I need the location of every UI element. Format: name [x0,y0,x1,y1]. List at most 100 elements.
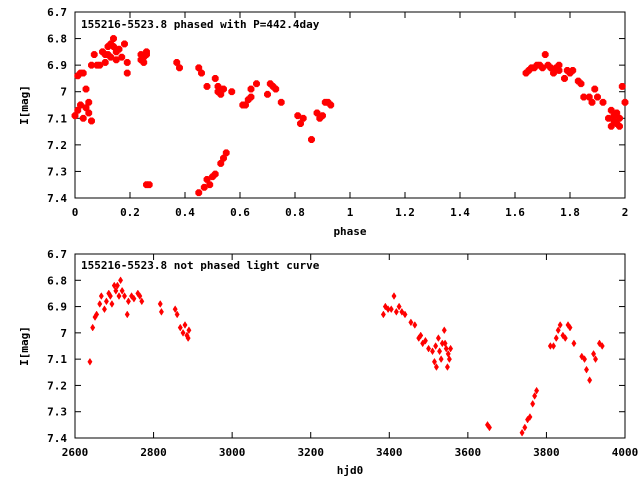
phased-data-point [79,114,87,122]
unphased-data-points [87,276,605,437]
unphased-data-point [448,344,454,353]
phased-data-point [121,40,128,48]
unphased-data-point [177,323,183,332]
unphased-plot-frame [74,253,626,439]
unphased-y-tick-label: 6.8 [47,274,67,287]
unphased-data-point [90,323,96,332]
unphased-data-point [114,281,120,290]
unphased-data-point [396,302,402,311]
unphased-data-point [441,326,447,335]
phased-data-point [79,69,87,77]
phased-data-point [569,67,577,74]
phased-data-point [115,45,123,53]
phased-data-point [561,74,568,82]
unphased-data-point [116,292,122,300]
phased-data-point [107,53,115,61]
phased-data-point [198,69,205,77]
phased-y-tick-label: 7.4 [47,192,67,205]
unphased-data-point [122,292,127,300]
unphased-x-tick-label: 3800 [533,446,560,459]
unphased-data-point [101,305,107,314]
phased-x-tick-label: 1.2 [395,206,415,219]
unphased-data-point [431,357,437,366]
phased-data-point [247,85,255,93]
phased-data-point [308,136,315,143]
unphased-data-point [522,423,528,432]
unphased-data-point [532,392,538,400]
unphased-data-point [433,363,439,371]
phased-x-tick-label: 0.6 [230,206,250,219]
phased-data-point [588,98,596,106]
unphased-data-point [137,292,143,300]
unphased-data-point [180,328,186,337]
phased-data-point [272,85,280,93]
unphased-data-point [402,310,408,319]
unphased-y-axis-label: I[mag] [18,326,31,366]
unphased-data-point [596,339,602,348]
phased-data-point [247,93,255,101]
unphased-data-point [444,363,450,371]
unphased-data-point [119,286,125,295]
phased-data-point [220,85,227,93]
unphased-data-point [584,365,589,374]
unphased-data-point [527,413,533,421]
unphased-data-point [124,310,130,319]
phased-data-point [211,74,219,82]
unphased-data-point [98,292,104,300]
phased-data-point [327,101,335,109]
unphased-data-point [103,297,109,306]
phased-data-point [599,98,607,106]
unphased-data-point [412,321,418,329]
phased-data-point [277,98,285,106]
phased-y-tick-label: 7.2 [47,139,67,152]
unphased-data-point [534,386,540,395]
unphased-data-point [109,300,115,308]
phased-data-point [77,101,84,109]
phased-data-point [264,90,271,98]
unphased-x-tick-label: 3000 [219,446,246,459]
unphased-data-point [553,334,559,342]
phased-data-point [176,64,183,72]
unphased-data-point [435,334,441,342]
phased-y-tick-label: 7.1 [47,112,67,125]
unphased-data-point [118,276,124,285]
unphased-data-point [186,326,192,335]
phased-chart: 0 0.2 0.4 0.6 0.8 1 1.2 1.4 1.6 1.8 2 6.7 6.8 6.9 7 7.1… [18,6,629,238]
phased-y-tick-label: 7.3 [47,165,67,178]
unphased-data-point [591,350,597,358]
unphased-y-tick-label: 7.4 [47,432,67,445]
unphased-chart-title: 155216-5523.8 not phased light curve [81,259,320,272]
phased-data-point [580,93,588,101]
phased-y-tick-label: 6.7 [47,6,67,19]
phased-data-point [621,98,629,106]
unphased-y-tick-label: 6.7 [47,248,67,261]
phased-ticks: 0 0.2 0.4 0.6 0.8 1 1.2 1.4 1.6 1.8 2 6.7 6.8 6.9 7 7.1… [47,6,628,219]
phased-x-axis-label: phase [333,225,366,238]
phased-data-point [616,122,623,130]
unphased-data-point [408,318,414,327]
phased-data-point [594,93,601,101]
phased-data-point [123,59,131,66]
unphased-y-tick-label: 6.9 [47,301,67,314]
unphased-data-point [443,344,449,353]
unphased-data-point [555,326,561,335]
unphased-data-point [519,428,525,437]
phased-data-point [206,181,214,189]
phased-data-point [211,170,219,178]
unphased-y-tick-label: 7.2 [47,379,67,392]
unphased-data-point [599,342,605,350]
unphased-data-point [587,376,593,385]
phased-data-point [541,51,549,58]
phased-data-point [214,82,222,90]
unphased-x-tick-label: 3200 [297,446,324,459]
phased-data-point [123,69,131,77]
unphased-data-point [172,305,178,314]
unphased-data-point [582,355,588,364]
unphased-data-point [125,297,131,306]
phased-data-point [82,85,90,93]
phased-data-points [71,35,629,197]
phased-data-point [85,109,93,117]
unphased-data-point [438,355,444,364]
phased-data-point [145,181,153,189]
